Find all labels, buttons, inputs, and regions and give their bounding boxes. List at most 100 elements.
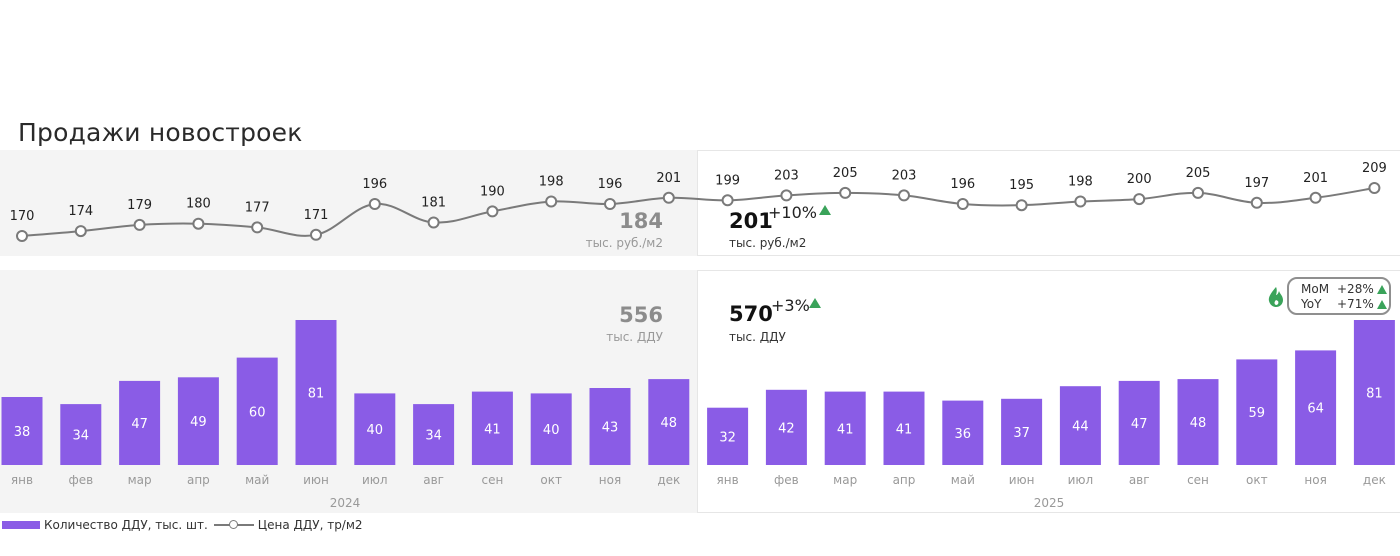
price-value-label: 174 [68, 204, 93, 219]
bar-value-label: 41 [896, 422, 913, 437]
year-label-2025: 2025 [1034, 496, 1065, 510]
bar-4 [177, 377, 219, 465]
bar-6 [295, 320, 337, 465]
chart-title: Продажи новостроек [18, 118, 303, 147]
price-value-label: 179 [127, 198, 152, 213]
bar-10 [530, 393, 572, 465]
x-tick-label: авг [423, 473, 444, 487]
price-value-label: 181 [421, 196, 446, 211]
bar-11 [589, 388, 631, 465]
price-point-23 [1309, 191, 1322, 204]
legend-line-label: Цена ДДУ, тр/м2 [257, 518, 363, 532]
x-tick-label: июн [303, 473, 329, 487]
bar-18 [1001, 398, 1043, 465]
price-point-14 [780, 189, 793, 202]
yoy-value: +71% [1337, 297, 1374, 311]
price-point-22 [1250, 196, 1263, 209]
x-tick-label: авг [1129, 473, 1150, 487]
bar-5 [236, 357, 278, 465]
price-point-5 [251, 221, 264, 234]
price-line [21, 187, 1375, 237]
price-value-label: 171 [304, 208, 329, 223]
x-tick-label: июн [1009, 473, 1035, 487]
price-value-label: 199 [715, 173, 740, 188]
bar-value-label: 43 [602, 421, 619, 436]
price-2025-unit: тыс. руб./м2 [729, 236, 806, 250]
price-point-1 [16, 230, 28, 242]
x-tick-label: мар [128, 473, 152, 487]
price-point-9 [486, 205, 499, 218]
price-value-label: 196 [362, 177, 387, 192]
price-value-label: 209 [1362, 161, 1387, 176]
bar-24 [1353, 320, 1395, 465]
bar-value-label: 41 [837, 422, 854, 437]
bar-value-label: 38 [14, 425, 31, 440]
price-value-label: 196 [950, 177, 975, 192]
bar-value-label: 42 [778, 421, 795, 436]
x-tick-label: май [951, 473, 975, 487]
fire-icon [1268, 287, 1283, 307]
price-point-6 [310, 228, 322, 241]
bar-20 [1118, 380, 1160, 465]
price-point-24 [1368, 182, 1381, 194]
price-point-15 [839, 186, 852, 199]
bar-13 [707, 407, 749, 465]
bar-value-label: 47 [131, 417, 148, 432]
x-tick-label: апр [893, 473, 916, 487]
count-2025-total: 570 [729, 302, 773, 326]
price-value-label: 198 [1068, 175, 1093, 190]
bar-9 [471, 391, 513, 465]
bar-value-label: 47 [1131, 417, 1148, 432]
bar-value-label: 32 [719, 430, 736, 445]
price-value-label: 177 [245, 200, 270, 215]
bar-value-label: 40 [543, 423, 560, 438]
legend-line-swatch [213, 519, 254, 531]
x-tick-label: фев [68, 473, 93, 487]
bar-16 [883, 391, 925, 465]
yoy-up-icon [1377, 300, 1387, 309]
bar-8 [413, 404, 455, 465]
chart-legend: Количество ДДУ, тыс. шт. Цена ДДУ, тр/м2 [2, 516, 363, 534]
price-value-label: 195 [1009, 178, 1034, 193]
bar-value-label: 49 [190, 415, 207, 430]
bar-value-label: 60 [249, 405, 266, 420]
count-panel-2024 [0, 270, 697, 513]
price-value-label: 203 [892, 168, 917, 183]
x-tick-label: дек [1363, 473, 1386, 487]
price-point-8 [427, 216, 440, 229]
price-point-16 [898, 189, 910, 202]
price-point-18 [1015, 199, 1028, 212]
bar-value-label: 40 [367, 423, 384, 438]
bar-14 [765, 389, 807, 465]
price-point-12 [662, 191, 675, 204]
bar-value-label: 34 [425, 429, 442, 444]
legend-bar-label: Количество ДДУ, тыс. шт. [44, 518, 208, 532]
count-panel-2025 [697, 270, 1400, 513]
price-value-label: 197 [1244, 176, 1269, 191]
bar-value-label: 34 [73, 429, 90, 444]
year-label-2024: 2024 [330, 496, 361, 510]
bar-22 [1236, 359, 1278, 465]
bar-value-label: 64 [1307, 402, 1324, 417]
bar-23 [1295, 350, 1337, 465]
price-2024-unit: тыс. руб./м2 [586, 236, 663, 250]
price-value-label: 203 [774, 168, 799, 183]
price-2024-total: 184 [619, 209, 663, 233]
price-value-label: 201 [656, 171, 681, 186]
bar-7 [354, 393, 396, 465]
bar-value-label: 48 [661, 416, 678, 431]
x-tick-label: янв [11, 473, 33, 487]
price-2025-total: 201 [729, 209, 773, 233]
mom-yoy-box: MoM +28% YoY +71% [1287, 277, 1391, 315]
bar-value-label: 36 [955, 427, 972, 442]
price-point-21 [1192, 186, 1204, 199]
price-value-label: 200 [1127, 172, 1152, 187]
x-tick-label: июл [1068, 473, 1094, 487]
x-tick-label: ноя [599, 473, 621, 487]
x-tick-label: апр [187, 473, 210, 487]
price-value-label: 198 [539, 175, 564, 190]
bar-value-label: 81 [308, 387, 325, 402]
bar-3 [119, 380, 161, 465]
bar-17 [942, 400, 984, 465]
